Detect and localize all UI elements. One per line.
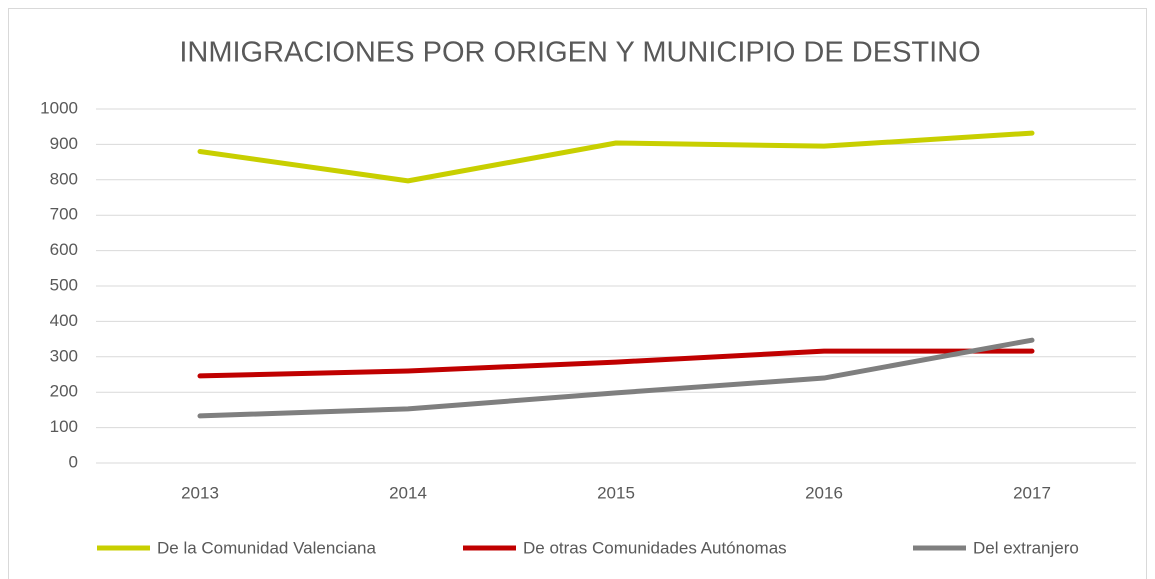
y-tick-label: 800 xyxy=(50,169,78,188)
y-tick-label: 600 xyxy=(50,240,78,259)
y-tick-label: 0 xyxy=(69,452,78,471)
x-tick-label: 2015 xyxy=(597,483,635,502)
data-line xyxy=(197,337,1035,419)
y-tick-label: 400 xyxy=(50,311,78,330)
legend-label: De otras Comunidades Autónomas xyxy=(523,538,787,557)
y-tick-label: 500 xyxy=(50,275,78,294)
legend-label: De la Comunidad Valenciana xyxy=(157,538,376,557)
data-line xyxy=(197,130,1035,184)
chart-border xyxy=(8,8,1147,579)
legend-label: Del extranjero xyxy=(973,538,1079,557)
y-tick-label: 100 xyxy=(50,417,78,436)
y-tick-label: 900 xyxy=(50,134,78,153)
data-line xyxy=(197,348,1035,379)
chart-title: INMIGRACIONES POR ORIGEN Y MUNICIPIO DE … xyxy=(179,37,980,69)
x-tick-label: 2013 xyxy=(181,483,219,502)
y-tick-label: 200 xyxy=(50,382,78,401)
y-tick-label: 700 xyxy=(50,205,78,224)
y-tick-label: 1000 xyxy=(40,98,78,117)
y-tick-label: 300 xyxy=(50,346,78,365)
x-tick-label: 2016 xyxy=(805,483,843,502)
x-tick-label: 2017 xyxy=(1013,483,1051,502)
x-tick-label: 2014 xyxy=(389,483,427,502)
